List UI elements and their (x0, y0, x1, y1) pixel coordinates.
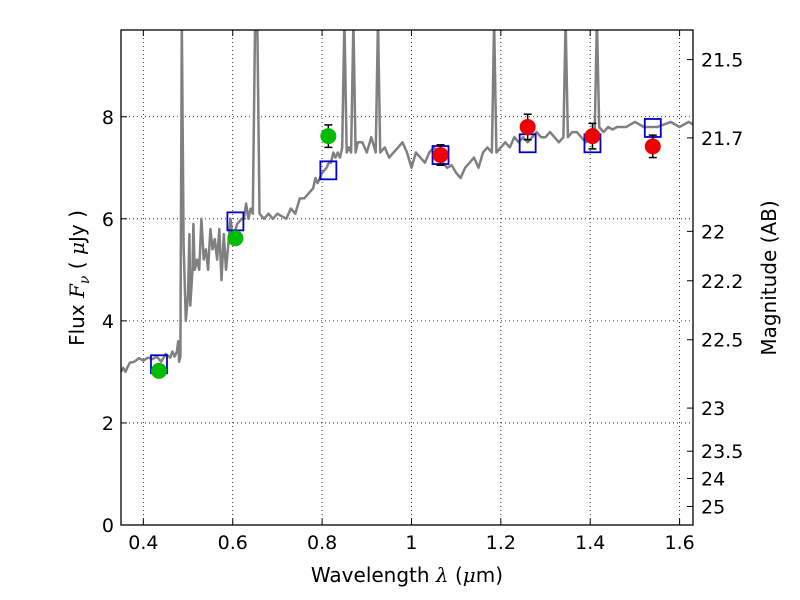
y-tick-label: 2 (102, 413, 114, 435)
x-tick-label: 0.4 (128, 532, 158, 554)
spectrum-layer (121, 30, 693, 374)
right-tick-label: 23 (701, 398, 725, 420)
y-tick-label: 6 (102, 209, 114, 231)
right-tick-label: 21.7 (701, 128, 743, 150)
right-tick-label: 25 (701, 496, 725, 518)
x-axis-ticks: 0.4 0.6 0.8 1 1.2 1.4 1.6 (128, 30, 695, 554)
right-axis-label: Magnitude (AB) (757, 200, 781, 355)
x-tick-label: 0.8 (307, 532, 337, 554)
right-axis-ticks: 21.5 21.7 22 22.2 22.5 23 23.5 24 25 (687, 50, 743, 518)
right-tick-label: 22.5 (701, 330, 743, 352)
right-tick-label: 22 (701, 221, 725, 243)
x-tick-label: 1.4 (575, 532, 605, 554)
x-tick-label: 1 (405, 532, 417, 554)
plot-frame (120, 29, 694, 526)
observed-point (227, 230, 244, 247)
model-spectrum-line (121, 30, 693, 374)
error-bars (154, 113, 657, 377)
grid-lines (121, 30, 693, 526)
x-tick-label: 0.6 (218, 532, 248, 554)
y-tick-label: 4 (102, 311, 114, 333)
y-tick-label: 8 (102, 107, 114, 129)
observed-point (644, 138, 661, 155)
right-tick-label: 24 (701, 468, 725, 490)
observed-point (432, 147, 449, 164)
model-photometry-square (319, 160, 338, 181)
y-axis-ticks: 0 2 4 6 8 (102, 107, 127, 537)
observed-photometry-markers (150, 118, 661, 379)
x-tick-label: 1.2 (486, 532, 516, 554)
right-tick-label: 21.5 (701, 50, 743, 72)
x-axis-label: Wavelength λ (μm) (311, 563, 503, 587)
y-tick-label: 0 (102, 515, 114, 537)
right-tick-label: 22.2 (701, 271, 743, 293)
observed-point (320, 128, 337, 145)
observed-point (150, 362, 167, 379)
x-tick-label: 1.6 (664, 532, 694, 554)
y-axis-label: Flux Fν ( μJy ) (65, 210, 93, 346)
observed-point (584, 128, 601, 145)
right-tick-label: 23.5 (701, 441, 743, 463)
observed-point (519, 118, 536, 135)
